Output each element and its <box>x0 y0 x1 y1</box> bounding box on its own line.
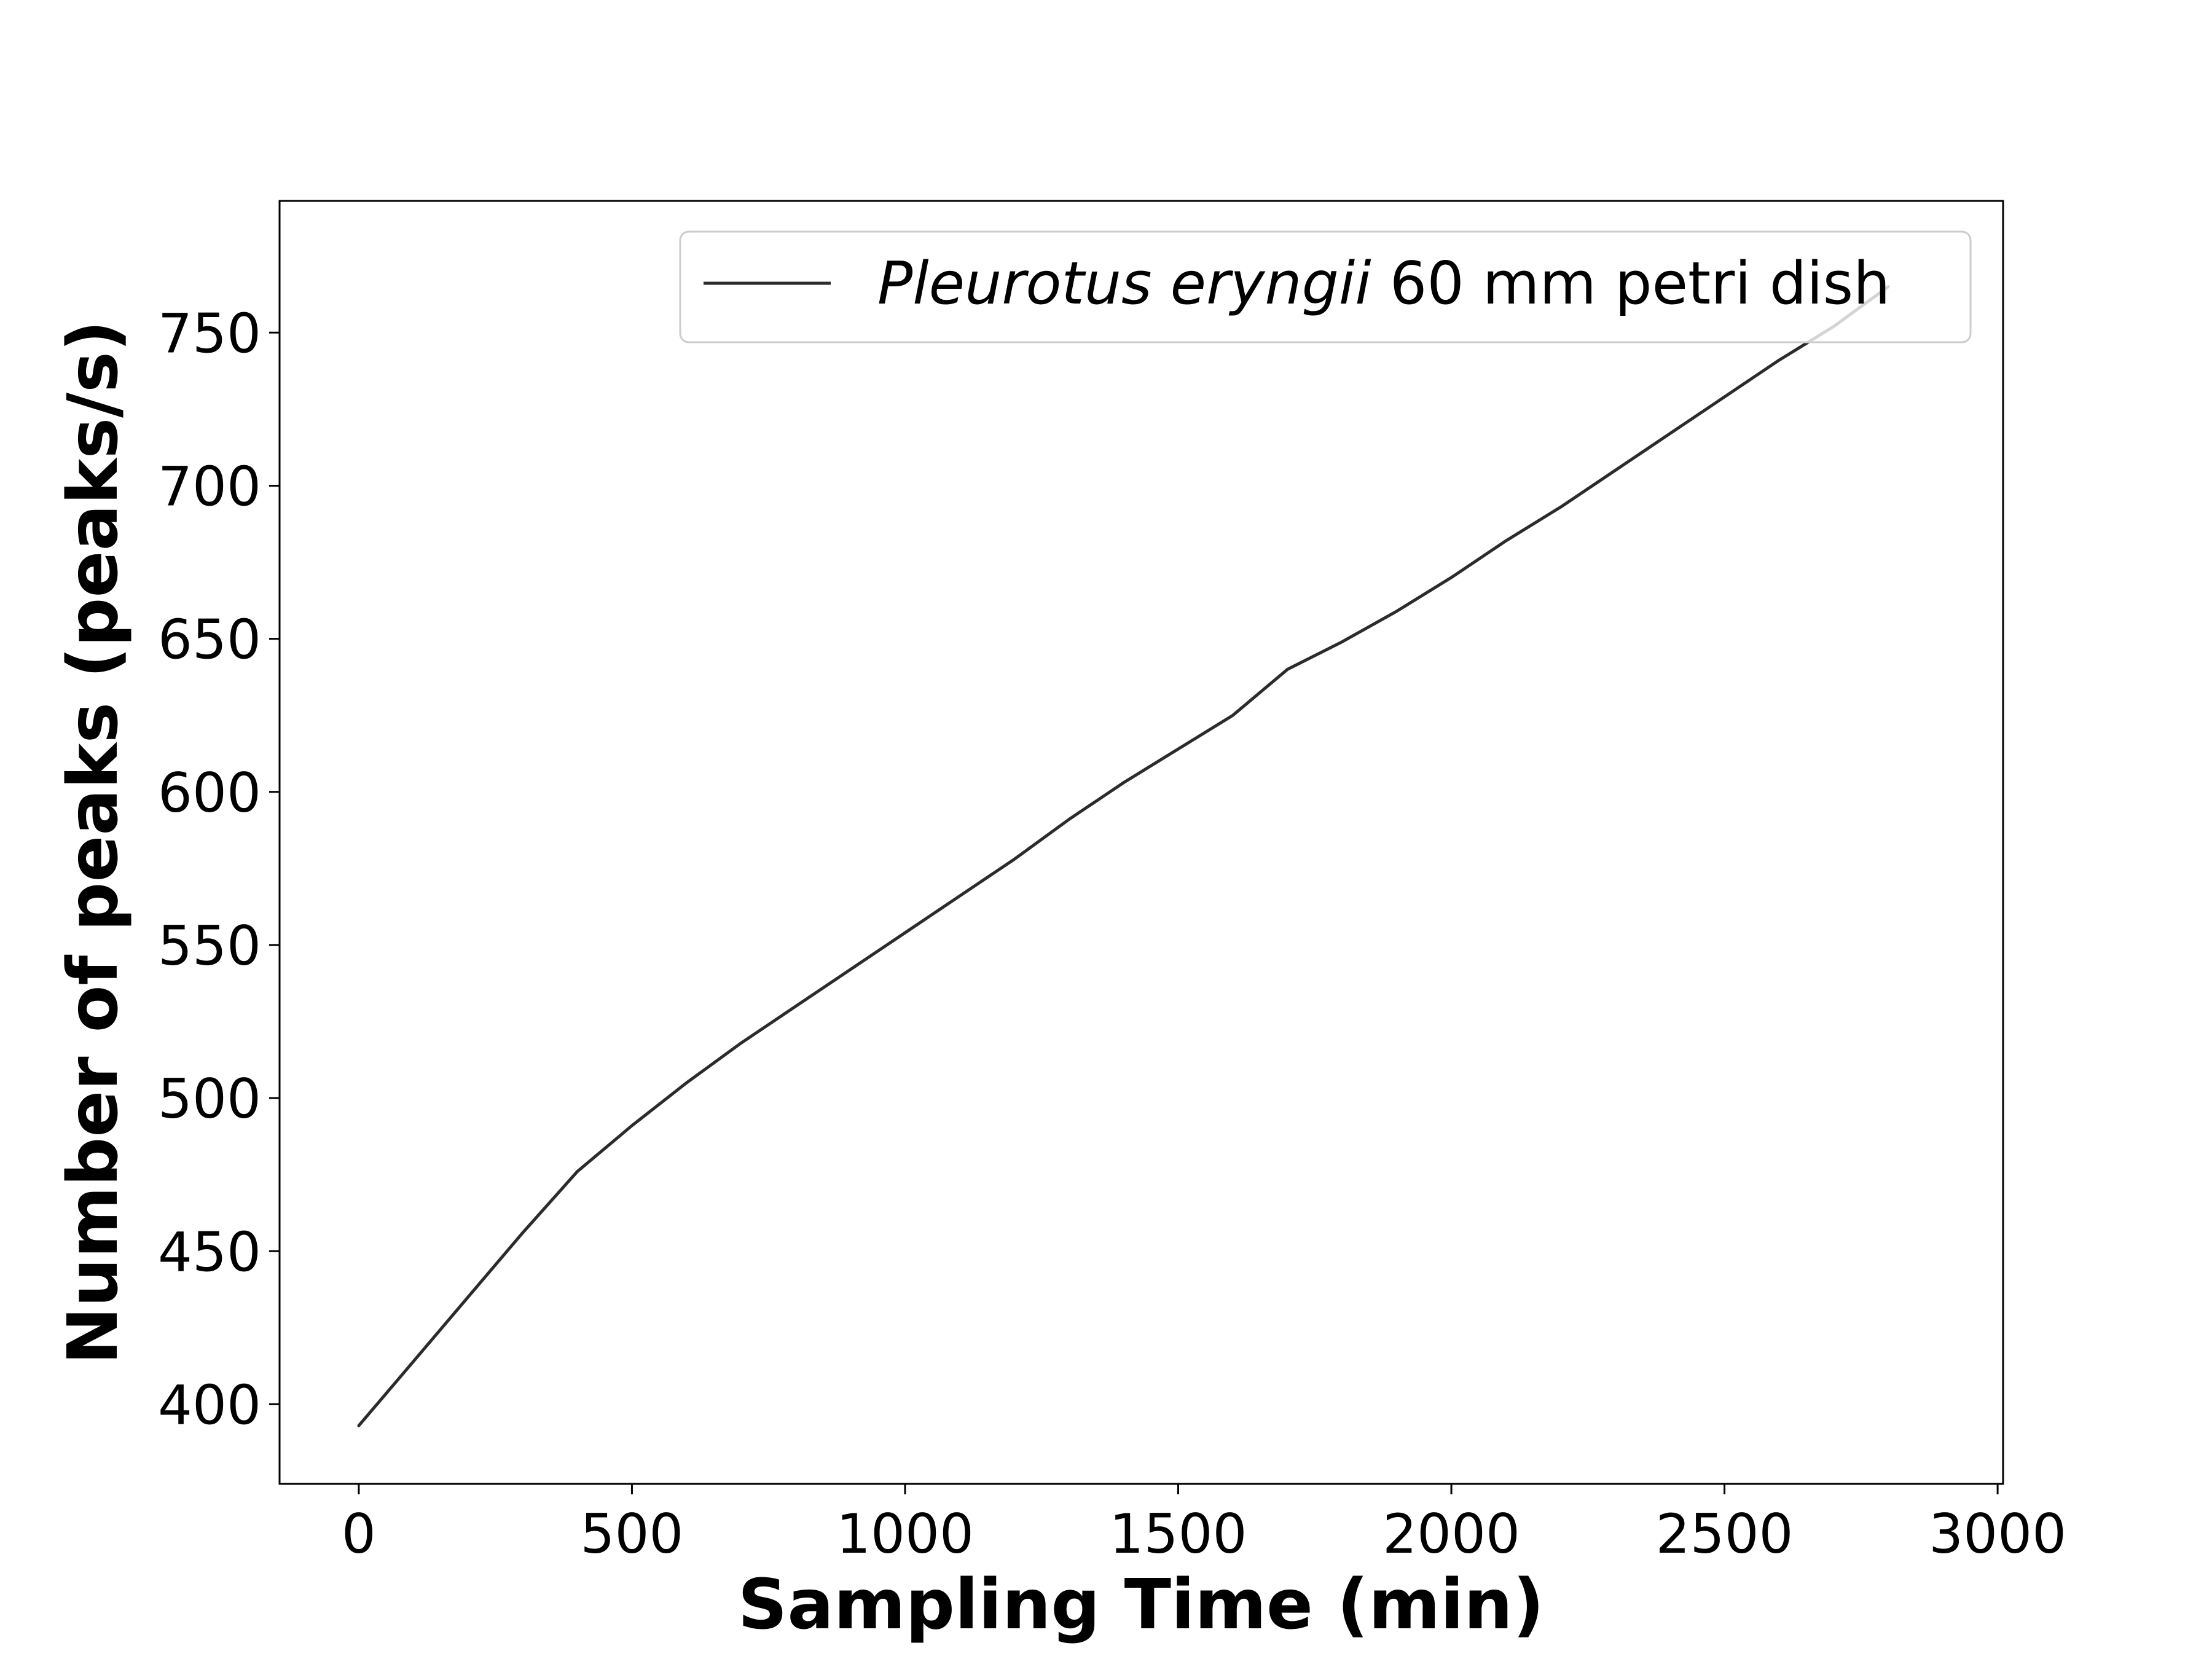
series-layer <box>357 285 1890 1427</box>
x-axis-label: Sampling Time (min) <box>738 1565 1544 1645</box>
x-tick-label: 500 <box>580 1502 683 1566</box>
x-tick-label: 1000 <box>836 1502 974 1566</box>
legend: Pleurotus eryngii 60 mm petri dish <box>679 230 1972 343</box>
plot-frame <box>278 200 2004 1485</box>
x-tick-label: 2000 <box>1382 1502 1520 1566</box>
legend-label-plain: 60 mm petri dish <box>1371 250 1891 318</box>
legend-label: Pleurotus eryngii 60 mm petri dish <box>877 250 1890 318</box>
series-line <box>357 285 1890 1427</box>
x-tick-label: 0 <box>342 1502 376 1566</box>
x-axis-ticks: 0 500 1000 1500 2000 2500 3000 <box>342 1484 2066 1566</box>
y-axis-label: Number of peaks (peaks/s) <box>53 320 133 1365</box>
y-tick-label: 550 <box>158 914 261 978</box>
y-axis-ticks: 400 450 500 550 600 650 700 750 <box>158 302 280 1437</box>
x-tick-label: 2500 <box>1656 1502 1794 1566</box>
y-tick-label: 500 <box>158 1067 261 1131</box>
legend-label-italic: Pleurotus eryngii <box>877 250 1371 318</box>
legend-box <box>679 230 1972 343</box>
y-tick-label: 400 <box>158 1373 261 1437</box>
y-tick-label: 700 <box>158 455 261 518</box>
y-tick-label: 600 <box>158 761 261 825</box>
x-tick-label: 3000 <box>1929 1502 2066 1566</box>
y-tick-label: 650 <box>158 608 261 672</box>
x-tick-label: 1500 <box>1110 1502 1247 1566</box>
y-tick-label: 450 <box>158 1220 261 1284</box>
y-tick-label: 750 <box>158 302 261 365</box>
